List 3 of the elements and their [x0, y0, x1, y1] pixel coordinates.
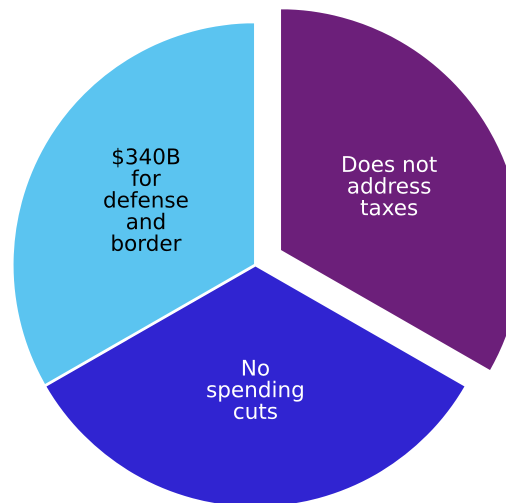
- slice-label: $340B for defense and border: [104, 148, 188, 252]
- slice-label: No spending cuts: [207, 360, 303, 420]
- slice-label: Does not address taxes: [343, 156, 437, 216]
